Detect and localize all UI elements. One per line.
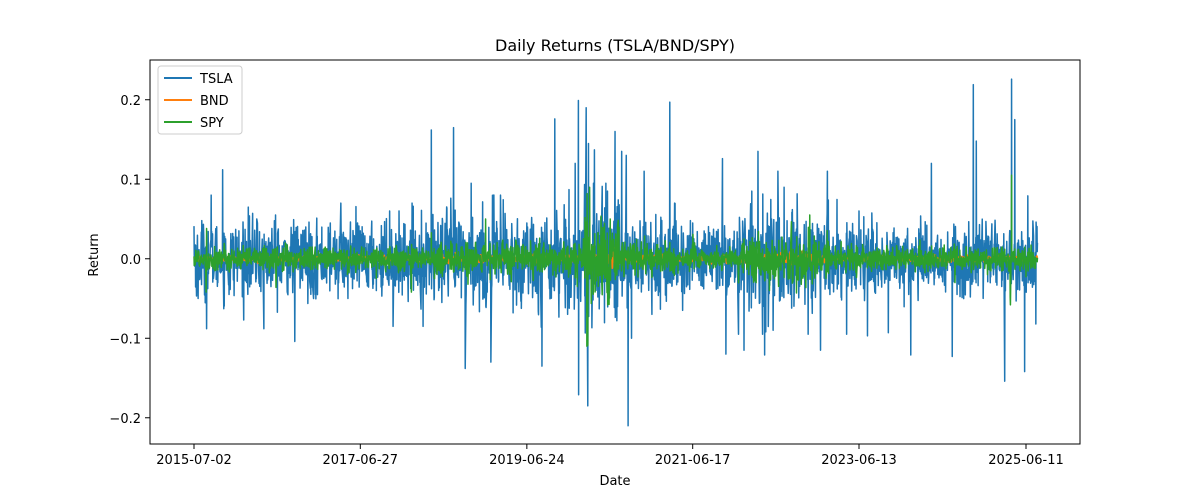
legend-label-spy: SPY (200, 116, 224, 131)
y-tick-label: −0.2 (109, 412, 141, 427)
y-tick-label: 0.0 (120, 253, 141, 268)
y-tick-label: 0.1 (120, 173, 141, 188)
y-axis-label: Return (87, 233, 102, 276)
chart-title: Daily Returns (TSLA/BND/SPY) (495, 36, 735, 55)
legend-label-bnd: BND (200, 94, 229, 109)
x-tick-label: 2021-06-17 (655, 453, 731, 468)
y-tick-label: −0.1 (109, 332, 141, 347)
legend: TSLA BND SPY (157, 65, 243, 135)
y-axis: −0.2 −0.1 0.0 0.1 0.2 (109, 94, 150, 427)
x-tick-label: 2019-06-24 (489, 453, 565, 468)
x-tick-label: 2025-06-11 (988, 453, 1064, 468)
x-axis: 2015-07-02 2017-06-27 2019-06-24 2021-06-17… (156, 444, 1064, 468)
series-line-spy (193, 174, 1039, 347)
legend-box (157, 65, 243, 135)
x-tick-label: 2017-06-27 (323, 453, 399, 468)
x-axis-label: Date (599, 474, 630, 489)
y-tick-label: 0.2 (120, 94, 141, 109)
x-tick-label: 2023-06-13 (821, 453, 897, 468)
x-tick-label: 2015-07-02 (156, 453, 232, 468)
legend-label-tsla: TSLA (199, 72, 233, 87)
plot-frame (149, 59, 1081, 445)
series-layer (193, 78, 1039, 427)
